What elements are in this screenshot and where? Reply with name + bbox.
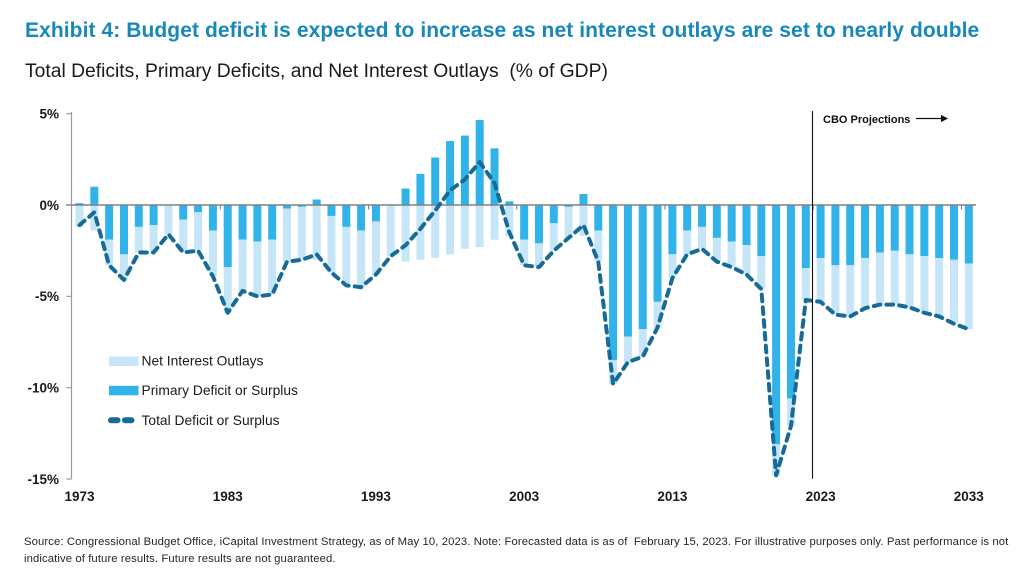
svg-text:-10%: -10% <box>27 381 59 396</box>
svg-text:1983: 1983 <box>213 489 244 504</box>
svg-text:1973: 1973 <box>64 489 95 504</box>
svg-text:-5%: -5% <box>35 289 59 304</box>
svg-text:2033: 2033 <box>954 489 985 504</box>
svg-text:Net Interest Outlays: Net Interest Outlays <box>142 354 264 369</box>
svg-text:-15%: -15% <box>27 472 59 487</box>
svg-text:2013: 2013 <box>657 489 688 504</box>
svg-text:2023: 2023 <box>806 489 837 504</box>
svg-text:CBO Projections: CBO Projections <box>823 114 910 126</box>
svg-text:5%: 5% <box>39 106 59 121</box>
svg-text:1993: 1993 <box>361 489 392 504</box>
svg-text:0%: 0% <box>39 198 59 213</box>
svg-text:2003: 2003 <box>509 489 540 504</box>
svg-text:Total Deficit or Surplus: Total Deficit or Surplus <box>142 413 280 428</box>
svg-text:Primary Deficit or Surplus: Primary Deficit or Surplus <box>142 383 299 398</box>
